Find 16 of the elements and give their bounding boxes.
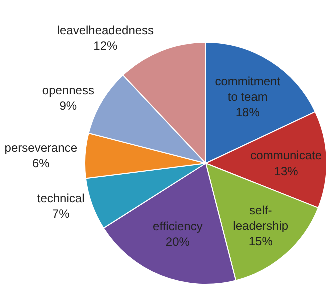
data-label: 13% (274, 164, 299, 178)
data-label: 7% (52, 206, 70, 221)
data-label: 6% (32, 156, 50, 171)
slice-label: efficiency (153, 220, 203, 234)
data-label: 20% (166, 235, 190, 250)
data-label: 18% (236, 106, 260, 120)
data-label: 9% (60, 98, 78, 113)
slice-label: perseverance (4, 141, 78, 156)
slice-label: openness (42, 83, 94, 98)
slice-label: communicate (250, 148, 322, 163)
data-label: 12% (94, 39, 118, 54)
data-label: 15% (248, 234, 274, 249)
slice-label: leavelheadedness (57, 23, 154, 38)
slice-label: technical (37, 191, 85, 206)
slice-label: self-leadership (233, 203, 289, 233)
slice-label: commitment to team (215, 74, 282, 104)
